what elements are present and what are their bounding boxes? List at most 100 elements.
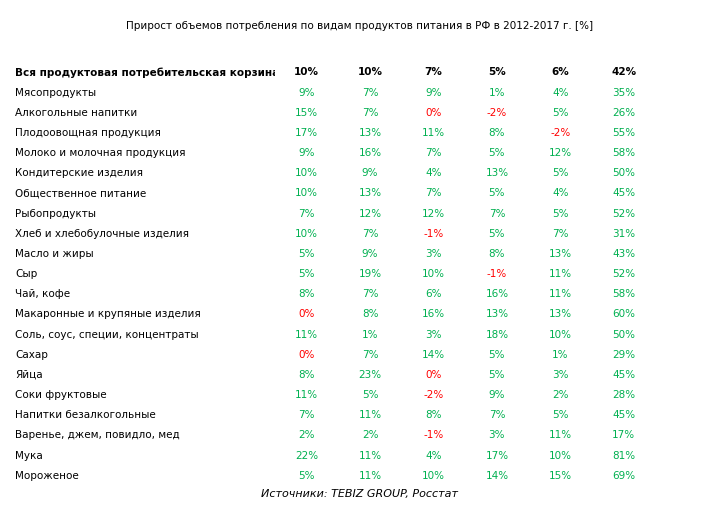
Text: 9%: 9% [298,148,315,158]
Text: 7%: 7% [362,289,378,299]
Text: 7%: 7% [362,108,378,118]
Text: Рыбопродукты: Рыбопродукты [15,209,96,219]
Text: 13%: 13% [359,128,382,138]
Text: 5%: 5% [552,410,569,420]
Text: 1%: 1% [552,350,569,360]
Text: 3%: 3% [425,249,441,259]
Text: 1%: 1% [362,329,378,340]
Text: 15%: 15% [549,470,572,480]
Text: 13%: 13% [549,249,572,259]
Text: Соки фруктовые: Соки фруктовые [15,390,107,400]
Text: 11%: 11% [295,390,319,400]
Text: Общественное питание: Общественное питание [15,188,147,199]
Text: 11%: 11% [422,128,445,138]
Text: Чай, кофе: Чай, кофе [15,289,70,299]
Text: 10%: 10% [549,329,572,340]
Text: 16%: 16% [422,309,445,319]
Text: 11%: 11% [359,410,382,420]
Text: 17%: 17% [295,128,319,138]
Text: 3%: 3% [425,329,441,340]
Text: 10%: 10% [296,168,318,178]
Text: 7%: 7% [298,410,315,420]
Text: -1%: -1% [423,430,444,440]
Text: Мороженое: Мороженое [15,470,79,480]
Text: 9%: 9% [425,88,441,98]
Text: 7%: 7% [552,229,569,239]
Text: Мясопродукты: Мясопродукты [15,88,96,98]
Text: 10%: 10% [422,470,445,480]
Text: 10%: 10% [296,188,318,199]
Text: Наименование продукта питания: Наименование продукта питания [15,48,230,58]
Text: 0%: 0% [426,370,441,380]
Text: 14%: 14% [485,470,508,480]
Text: Хлеб и хлебобулочные изделия: Хлеб и хлебобулочные изделия [15,229,189,239]
Text: 0%: 0% [298,309,315,319]
Text: 5%: 5% [489,370,505,380]
Text: 7%: 7% [362,229,378,239]
Text: 13%: 13% [485,309,508,319]
Text: 2016: 2016 [482,48,513,58]
Text: 55%: 55% [612,128,636,138]
Text: 13%: 13% [359,188,382,199]
Text: 29%: 29% [612,350,636,360]
Text: 45%: 45% [612,188,636,199]
Text: 3%: 3% [552,370,569,380]
Text: 45%: 45% [612,370,636,380]
Text: Источники: TEBIZ GROUP, Росстат: Источники: TEBIZ GROUP, Росстат [261,489,458,498]
Text: 42%: 42% [611,68,636,78]
Text: 13%: 13% [549,309,572,319]
Text: 16%: 16% [359,148,382,158]
Text: 8%: 8% [489,128,505,138]
Text: Плодоовощная продукция: Плодоовощная продукция [15,128,161,138]
Text: 1%: 1% [489,88,505,98]
Text: 16%: 16% [485,289,508,299]
Text: 7%: 7% [425,188,441,199]
Text: 50%: 50% [613,329,635,340]
Text: Масло и жиры: Масло и жиры [15,249,94,259]
Text: 8%: 8% [298,289,315,299]
Text: 2%: 2% [298,430,315,440]
Text: 18%: 18% [485,329,508,340]
Text: 2013: 2013 [291,48,322,58]
Text: 7%: 7% [424,68,442,78]
Text: 9%: 9% [489,390,505,400]
Text: 10%: 10% [296,229,318,239]
Text: 10%: 10% [294,68,319,78]
Text: 3%: 3% [489,430,505,440]
Text: Яйца: Яйца [15,370,43,380]
Text: 8%: 8% [298,370,315,380]
Text: 10%: 10% [549,450,572,460]
Text: 4%: 4% [425,168,441,178]
Text: 11%: 11% [359,470,382,480]
Text: 28%: 28% [612,390,636,400]
Text: Макаронные и крупяные изделия: Макаронные и крупяные изделия [15,309,201,319]
Text: 58%: 58% [612,148,636,158]
Text: 8%: 8% [489,249,505,259]
Text: 5%: 5% [552,209,569,219]
Text: 5%: 5% [298,249,315,259]
Text: -2%: -2% [487,108,507,118]
Text: 13%: 13% [485,168,508,178]
Text: -2%: -2% [423,390,444,400]
Text: 69%: 69% [612,470,636,480]
Text: 7%: 7% [362,88,378,98]
Text: 7%: 7% [489,410,505,420]
Text: 35%: 35% [612,88,636,98]
Text: Напитки безалкогольные: Напитки безалкогольные [15,410,156,420]
Text: 45%: 45% [612,410,636,420]
Text: 7%: 7% [362,350,378,360]
Text: Вся продуктовая потребительская корзина: Вся продуктовая потребительская корзина [15,67,280,78]
Text: 17%: 17% [485,450,508,460]
Text: 6%: 6% [425,289,441,299]
Text: 43%: 43% [612,249,636,259]
Text: 81%: 81% [612,450,636,460]
Text: 50%: 50% [613,168,635,178]
Text: 14%: 14% [422,350,445,360]
Text: 9%: 9% [362,168,378,178]
Text: 11%: 11% [549,430,572,440]
Text: 60%: 60% [613,309,635,319]
Text: -2%: -2% [550,128,570,138]
Text: 9%: 9% [362,249,378,259]
Text: 7%: 7% [489,209,505,219]
Text: 7%: 7% [298,209,315,219]
